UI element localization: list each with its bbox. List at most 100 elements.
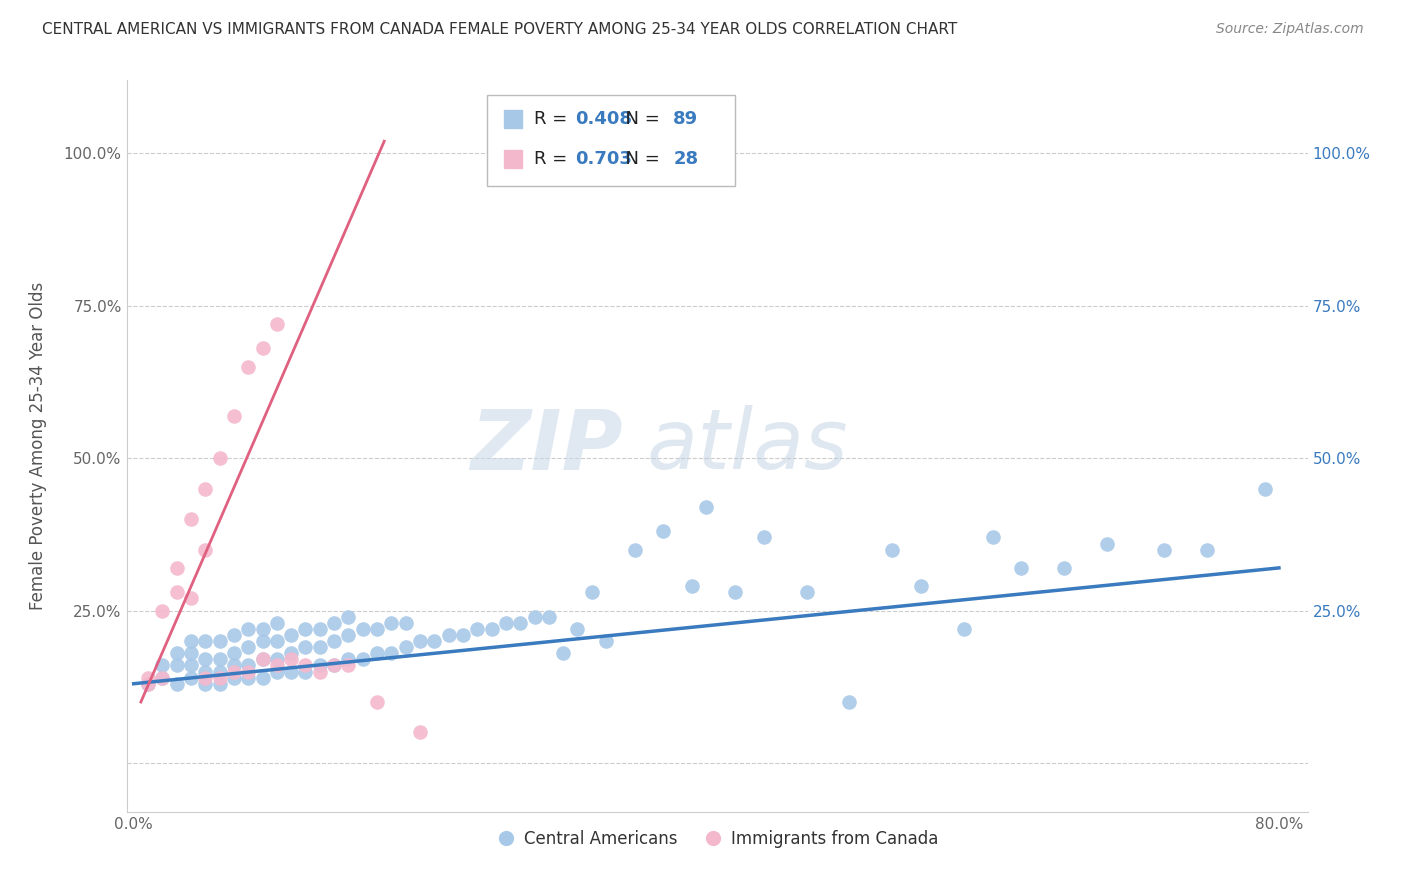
- Point: [238, 640, 260, 655]
- Point: [337, 658, 360, 673]
- Point: [194, 482, 217, 496]
- Point: [423, 634, 446, 648]
- Point: [136, 671, 159, 685]
- Point: [238, 665, 260, 679]
- Point: [194, 671, 217, 685]
- Point: [252, 634, 274, 648]
- Point: [724, 585, 747, 599]
- Point: [495, 615, 517, 630]
- Point: [150, 604, 173, 618]
- Text: atlas: atlas: [647, 406, 848, 486]
- Point: [581, 585, 603, 599]
- Point: [1010, 561, 1032, 575]
- Point: [523, 609, 546, 624]
- Point: [222, 671, 245, 685]
- Point: [222, 665, 245, 679]
- Point: [266, 665, 288, 679]
- Point: [180, 591, 202, 606]
- Point: [366, 695, 388, 709]
- Text: CENTRAL AMERICAN VS IMMIGRANTS FROM CANADA FEMALE POVERTY AMONG 25-34 YEAR OLDS : CENTRAL AMERICAN VS IMMIGRANTS FROM CANA…: [42, 22, 957, 37]
- Point: [308, 665, 330, 679]
- Legend: Central Americans, Immigrants from Canada: Central Americans, Immigrants from Canad…: [489, 823, 945, 855]
- Point: [337, 652, 360, 666]
- Point: [481, 622, 503, 636]
- Point: [409, 725, 432, 739]
- Point: [238, 671, 260, 685]
- Point: [395, 615, 418, 630]
- Point: [567, 622, 589, 636]
- Point: [465, 622, 488, 636]
- Point: [166, 561, 188, 575]
- Point: [380, 646, 402, 660]
- Point: [194, 634, 217, 648]
- Point: [266, 652, 288, 666]
- Point: [166, 646, 188, 660]
- Point: [194, 542, 217, 557]
- Point: [553, 646, 575, 660]
- Point: [1095, 536, 1118, 550]
- Point: [166, 676, 188, 690]
- Point: [308, 622, 330, 636]
- Point: [222, 628, 245, 642]
- Point: [395, 640, 418, 655]
- Point: [208, 634, 231, 648]
- Point: [194, 676, 217, 690]
- Point: [695, 500, 717, 514]
- Point: [796, 585, 818, 599]
- Point: [136, 676, 159, 690]
- Point: [180, 512, 202, 526]
- Point: [208, 652, 231, 666]
- Point: [1153, 542, 1175, 557]
- Point: [166, 658, 188, 673]
- Point: [194, 652, 217, 666]
- Point: [252, 671, 274, 685]
- Text: Source: ZipAtlas.com: Source: ZipAtlas.com: [1216, 22, 1364, 37]
- Point: [451, 628, 474, 642]
- Point: [208, 451, 231, 466]
- Point: [323, 615, 346, 630]
- Point: [337, 628, 360, 642]
- Point: [150, 671, 173, 685]
- Point: [180, 646, 202, 660]
- Text: R =: R =: [534, 150, 574, 168]
- Point: [280, 646, 302, 660]
- Point: [180, 671, 202, 685]
- Point: [238, 359, 260, 374]
- Point: [252, 652, 274, 666]
- Text: 28: 28: [673, 150, 699, 168]
- Point: [981, 530, 1004, 544]
- Point: [294, 640, 316, 655]
- Point: [437, 628, 460, 642]
- Point: [652, 524, 675, 539]
- Point: [337, 609, 360, 624]
- Point: [166, 585, 188, 599]
- Point: [208, 665, 231, 679]
- Text: ZIP: ZIP: [470, 406, 623, 486]
- Point: [266, 634, 288, 648]
- Point: [409, 634, 432, 648]
- Point: [1053, 561, 1076, 575]
- Point: [308, 640, 330, 655]
- Point: [1197, 542, 1219, 557]
- Point: [623, 542, 645, 557]
- Point: [280, 665, 302, 679]
- Text: N =: N =: [614, 150, 666, 168]
- Point: [294, 665, 316, 679]
- Point: [150, 658, 173, 673]
- Text: N =: N =: [614, 110, 666, 128]
- Point: [252, 342, 274, 356]
- Point: [208, 671, 231, 685]
- Point: [366, 646, 388, 660]
- Point: [280, 628, 302, 642]
- Point: [352, 622, 374, 636]
- Text: 0.408: 0.408: [575, 110, 633, 128]
- Point: [294, 658, 316, 673]
- Point: [136, 676, 159, 690]
- Point: [294, 622, 316, 636]
- Point: [194, 665, 217, 679]
- Text: R =: R =: [534, 110, 574, 128]
- Point: [180, 634, 202, 648]
- Point: [180, 658, 202, 673]
- Point: [222, 409, 245, 423]
- Point: [266, 658, 288, 673]
